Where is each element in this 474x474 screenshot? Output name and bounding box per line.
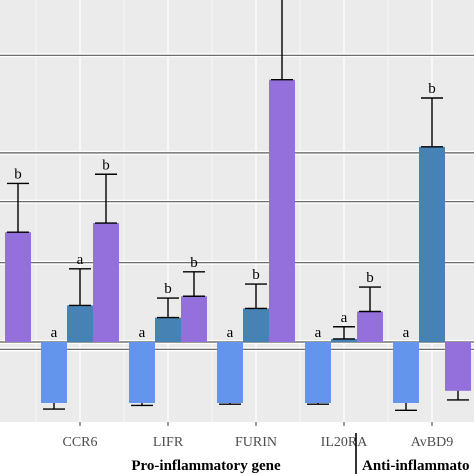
significance-label: b <box>366 270 374 286</box>
significance-label: a <box>51 325 58 341</box>
significance-label: a <box>315 325 322 341</box>
significance-label: b <box>102 157 110 173</box>
bar <box>93 223 119 342</box>
bar <box>393 342 419 403</box>
x-tick-label: LIFR <box>153 435 184 450</box>
x-tick-label: CCR6 <box>62 435 97 450</box>
x-tick-label: AvBD9 <box>411 435 454 450</box>
bar <box>269 79 295 342</box>
significance-label: b <box>252 267 260 283</box>
significance-label: a <box>77 252 84 268</box>
significance-label: a <box>227 325 234 341</box>
bar <box>217 342 243 403</box>
significance-label: a <box>341 310 348 326</box>
bar <box>243 308 269 342</box>
bar <box>155 317 181 342</box>
bar <box>357 311 383 342</box>
bar <box>445 342 471 391</box>
bar <box>5 232 31 342</box>
group-label: Pro-inflammatory gene <box>131 458 281 474</box>
bar <box>331 338 357 342</box>
significance-label: b <box>164 281 172 297</box>
significance-label: b <box>14 166 22 182</box>
bar <box>419 146 445 342</box>
group-label: Anti-inflammato <box>362 458 470 474</box>
significance-label: b <box>428 81 436 97</box>
bar <box>41 342 67 403</box>
x-tick-label: IL20RA <box>321 435 369 450</box>
significance-label: a <box>403 325 410 341</box>
bar <box>129 342 155 403</box>
significance-label: a <box>139 325 146 341</box>
x-tick-label: FURIN <box>235 435 277 450</box>
bar <box>67 305 93 342</box>
bar <box>305 342 331 403</box>
bar <box>181 296 207 342</box>
significance-label: b <box>190 255 198 271</box>
